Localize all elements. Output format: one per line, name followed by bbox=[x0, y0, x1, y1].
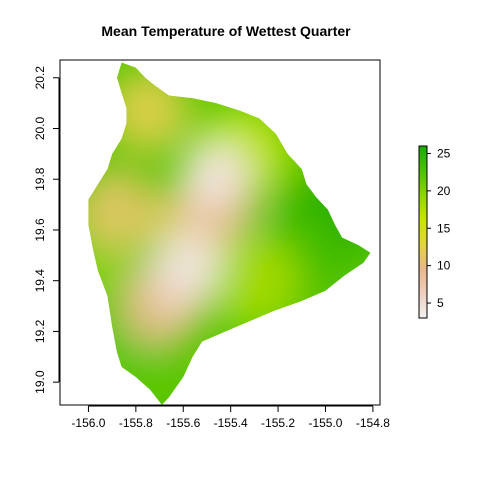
legend-tick-label: 25 bbox=[437, 146, 451, 160]
x-tick-label: -155.6 bbox=[166, 416, 200, 430]
heat-cell-14 bbox=[154, 228, 222, 297]
y-tick-label: 19.2 bbox=[33, 319, 47, 343]
heat-cell-13 bbox=[180, 140, 249, 209]
y-tick-label: 19.0 bbox=[33, 370, 47, 394]
legend-tick-label: 20 bbox=[437, 184, 451, 198]
legend-bar bbox=[418, 145, 428, 319]
legend-ticks: 5 10 15 20 25 bbox=[427, 146, 451, 310]
y-axis: 19.0 19.2 19.4 19.6 19.8 20.0 20.2 bbox=[33, 66, 60, 394]
x-tick-label: -155.4 bbox=[214, 416, 248, 430]
plot-frame bbox=[59, 59, 381, 406]
chart-title: Mean Temperature of Wettest Quarter bbox=[101, 23, 351, 39]
heat-cell-8 bbox=[105, 68, 190, 153]
heatmap-region bbox=[88, 62, 371, 405]
x-tick-label: -155.0 bbox=[308, 416, 342, 430]
heat-cell-9 bbox=[88, 167, 159, 252]
y-tick-label: 19.6 bbox=[33, 218, 47, 242]
x-axis: -156.0 -155.8 -155.6 -155.4 -155.2 -155.0 -154… bbox=[71, 405, 390, 430]
heat-blobs bbox=[88, 68, 371, 403]
y-tick-label: 20.2 bbox=[33, 66, 47, 90]
x-tick-label: -155.8 bbox=[119, 416, 153, 430]
heat-cell-5 bbox=[208, 234, 301, 327]
x-tick-label: -154.8 bbox=[356, 416, 390, 430]
legend-tick-label: 5 bbox=[437, 296, 444, 310]
y-tick-label: 19.4 bbox=[33, 269, 47, 293]
legend-tick-label: 15 bbox=[437, 221, 451, 235]
x-tick-label: -156.0 bbox=[71, 416, 105, 430]
y-tick-label: 20.0 bbox=[33, 116, 47, 140]
y-tick-label: 19.8 bbox=[33, 167, 47, 191]
x-tick-label: -155.2 bbox=[261, 416, 295, 430]
legend-tick-label: 10 bbox=[437, 259, 451, 273]
color-legend: 5 10 15 20 25 bbox=[418, 145, 451, 319]
